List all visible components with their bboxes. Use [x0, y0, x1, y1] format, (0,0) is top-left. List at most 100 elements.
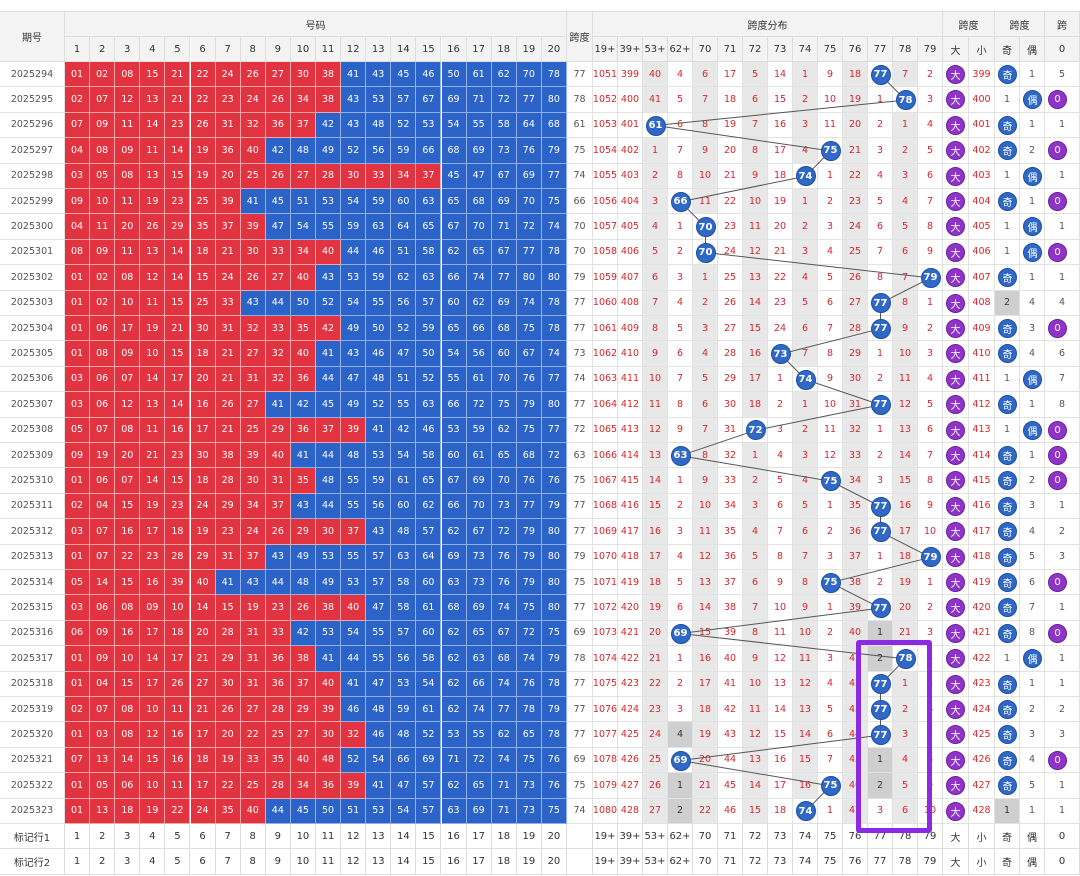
footer-dist[interactable]: 77 [868, 824, 893, 850]
parity-even-ball[interactable]: 偶 [1023, 369, 1042, 389]
parity-odd-ball[interactable]: 奇 [998, 700, 1017, 719]
size-ball[interactable]: 大 [946, 242, 965, 262]
footer-dist[interactable]: 62+ [668, 824, 693, 850]
footer-number[interactable]: 5 [165, 824, 191, 850]
parity-odd-ball[interactable]: 奇 [998, 522, 1017, 542]
footer-number[interactable]: 12 [341, 849, 367, 875]
parity-even-ball[interactable]: 偶 [1023, 166, 1042, 186]
footer-size[interactable]: 小 [969, 824, 995, 850]
parity-odd-ball[interactable]: 奇 [998, 192, 1017, 211]
footer-number[interactable]: 18 [491, 824, 517, 850]
footer-number[interactable]: 8 [240, 849, 266, 875]
footer-number[interactable]: 5 [165, 849, 191, 875]
span-ball[interactable]: 74 [795, 801, 816, 822]
parity-odd-ball[interactable]: 奇 [998, 115, 1017, 135]
footer-number[interactable]: 2 [90, 824, 116, 850]
footer-dist[interactable]: 70 [693, 849, 718, 875]
footer-number[interactable]: 3 [115, 824, 141, 850]
footer-dist[interactable]: 71 [718, 849, 743, 875]
footer-dist[interactable]: 79 [918, 824, 943, 850]
footer-number[interactable]: 4 [140, 824, 166, 850]
footer-dist[interactable]: 75 [818, 849, 843, 875]
parity-odd-ball[interactable]: 奇 [998, 395, 1017, 415]
footer-number[interactable]: 19 [516, 849, 542, 875]
size-ball[interactable]: 大 [946, 801, 965, 821]
size-ball[interactable]: 大 [946, 446, 965, 465]
footer-number[interactable]: 14 [391, 824, 417, 850]
footer-number[interactable]: 20 [541, 824, 567, 850]
size-ball[interactable]: 大 [946, 750, 965, 770]
size-ball[interactable]: 大 [946, 192, 965, 211]
next-ball[interactable]: 0 [1048, 471, 1067, 491]
parity-even-ball[interactable]: 偶 [1023, 649, 1042, 669]
next-ball[interactable]: 0 [1048, 192, 1067, 211]
size-ball[interactable]: 大 [946, 141, 965, 161]
parity-odd-ball[interactable]: 奇 [998, 598, 1017, 618]
parity-odd-ball[interactable]: 奇 [998, 573, 1017, 592]
footer-number[interactable]: 2 [90, 849, 116, 875]
footer-number[interactable]: 1 [65, 824, 91, 850]
span-ball[interactable]: 77 [870, 394, 891, 415]
size-ball[interactable]: 大 [946, 166, 965, 186]
parity-odd-ball[interactable]: 奇 [998, 471, 1017, 491]
footer-size[interactable]: 大 [943, 824, 969, 850]
footer-dist[interactable]: 72 [743, 824, 768, 850]
span-ball[interactable]: 77 [870, 293, 891, 314]
footer-number[interactable]: 12 [341, 824, 367, 850]
parity-odd-ball[interactable]: 奇 [998, 674, 1017, 694]
footer-number[interactable]: 3 [115, 849, 141, 875]
size-ball[interactable]: 大 [946, 674, 965, 694]
span-ball[interactable]: 77 [870, 598, 891, 619]
footer-parity[interactable]: 奇 [995, 824, 1020, 850]
span-ball[interactable]: 77 [870, 725, 891, 746]
footer-number[interactable]: 9 [265, 824, 291, 850]
footer-parity[interactable]: 偶 [1020, 824, 1045, 850]
footer-next[interactable]: 0 [1045, 824, 1080, 850]
size-ball[interactable]: 大 [946, 598, 965, 618]
footer-parity[interactable]: 偶 [1020, 849, 1045, 875]
footer-next[interactable]: 0 [1045, 849, 1080, 875]
span-ball[interactable]: 75 [820, 140, 841, 161]
span-ball[interactable]: 75 [820, 471, 841, 492]
span-ball[interactable]: 72 [745, 420, 766, 441]
parity-even-ball[interactable]: 偶 [1023, 242, 1042, 262]
footer-dist[interactable]: 53+ [643, 849, 668, 875]
size-ball[interactable]: 大 [946, 725, 965, 745]
span-ball[interactable]: 69 [670, 750, 691, 771]
parity-even-ball[interactable]: 偶 [1023, 217, 1042, 237]
size-ball[interactable]: 大 [946, 293, 965, 313]
next-ball[interactable]: 0 [1048, 242, 1067, 262]
footer-dist[interactable]: 39+ [618, 849, 643, 875]
size-ball[interactable]: 大 [946, 115, 965, 135]
footer-number[interactable]: 14 [391, 849, 417, 875]
footer-number[interactable]: 7 [215, 824, 241, 850]
size-ball[interactable]: 大 [946, 420, 965, 440]
size-ball[interactable]: 大 [946, 319, 965, 338]
parity-odd-ball[interactable]: 奇 [998, 65, 1017, 84]
footer-number[interactable]: 11 [316, 824, 342, 850]
next-ball[interactable]: 0 [1048, 446, 1067, 465]
footer-number[interactable]: 18 [491, 849, 517, 875]
footer-dist[interactable]: 74 [793, 824, 818, 850]
footer-dist[interactable]: 76 [843, 849, 868, 875]
footer-dist[interactable]: 79 [918, 849, 943, 875]
footer-number[interactable]: 17 [466, 824, 492, 850]
parity-odd-ball[interactable]: 奇 [998, 547, 1017, 567]
size-ball[interactable]: 大 [946, 268, 965, 288]
size-ball[interactable]: 大 [946, 344, 965, 364]
footer-number[interactable]: 19 [516, 824, 542, 850]
parity-odd-ball[interactable]: 奇 [998, 446, 1017, 465]
footer-size[interactable]: 大 [943, 849, 969, 875]
next-ball[interactable]: 0 [1048, 750, 1067, 770]
span-ball[interactable]: 70 [695, 217, 716, 238]
span-ball[interactable]: 78 [895, 90, 916, 111]
size-ball[interactable]: 大 [946, 369, 965, 389]
span-ball[interactable]: 77 [870, 674, 891, 695]
footer-size[interactable]: 小 [969, 849, 995, 875]
footer-number[interactable]: 4 [140, 849, 166, 875]
parity-odd-ball[interactable]: 奇 [998, 268, 1017, 288]
span-ball[interactable]: 74 [795, 166, 816, 187]
footer-dist[interactable]: 78 [893, 849, 918, 875]
footer-dist[interactable]: 62+ [668, 849, 693, 875]
span-ball[interactable]: 66 [670, 191, 691, 212]
